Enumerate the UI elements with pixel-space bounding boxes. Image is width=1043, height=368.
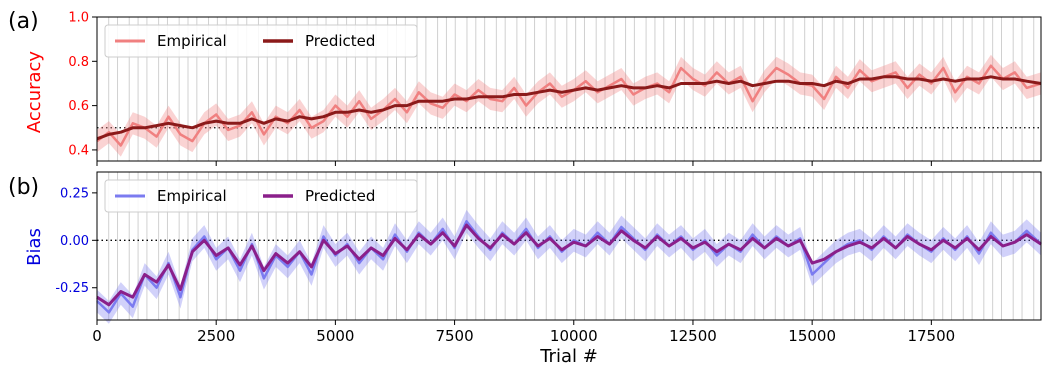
x-axis-label: Trial # — [539, 346, 598, 367]
x-tick-label: 7500 — [435, 327, 473, 345]
empirical-band — [97, 209, 1041, 324]
legend-label: Empirical — [157, 187, 227, 205]
plot-frame — [96, 171, 1042, 321]
x-tick-label: 5000 — [316, 327, 354, 345]
legend-box — [104, 179, 418, 213]
x-tick-label: 2500 — [197, 327, 235, 345]
y-tick-label: 0.6 — [68, 99, 89, 114]
panel-label-b: (b) — [8, 175, 39, 200]
legend: Empirical Predicted — [104, 24, 418, 58]
y-tick-label: 0.4 — [68, 143, 89, 158]
y-tick-label: 0.00 — [60, 234, 89, 249]
x-tick-label: 12500 — [669, 327, 717, 345]
plot-frame — [96, 16, 1042, 162]
legend-label: Predicted — [305, 32, 375, 50]
legend-box — [104, 24, 418, 58]
y-tick-label: 1.0 — [68, 11, 89, 26]
y-tick-label: 0.25 — [60, 186, 89, 201]
panel-label-a: (a) — [8, 9, 39, 34]
predicted-line — [96, 75, 1042, 141]
y-tick-label: -0.25 — [55, 281, 89, 296]
bias-ylabel: Bias — [24, 228, 45, 266]
accuracy-ylabel: Accuracy — [24, 51, 45, 134]
bias-panel: 0.25 0.00 -0.25 0 2500 5000 7500 10000 12500 1500… — [55, 171, 1042, 345]
accuracy-panel: 0.4 0.6 0.8 1.0 Empirical Predicted — [68, 11, 1042, 166]
legend-label: Predicted — [305, 187, 375, 205]
x-tick-label: 17500 — [907, 327, 955, 345]
x-tick-label: 10000 — [550, 327, 598, 345]
predicted-line — [96, 223, 1042, 307]
y-tick-label: 0.8 — [68, 55, 89, 70]
x-tick-label: 0 — [92, 327, 102, 345]
legend-label: Empirical — [157, 32, 227, 50]
legend: Empirical Predicted — [104, 179, 418, 213]
x-tick-label: 15000 — [788, 327, 836, 345]
empirical-band — [97, 54, 1041, 157]
